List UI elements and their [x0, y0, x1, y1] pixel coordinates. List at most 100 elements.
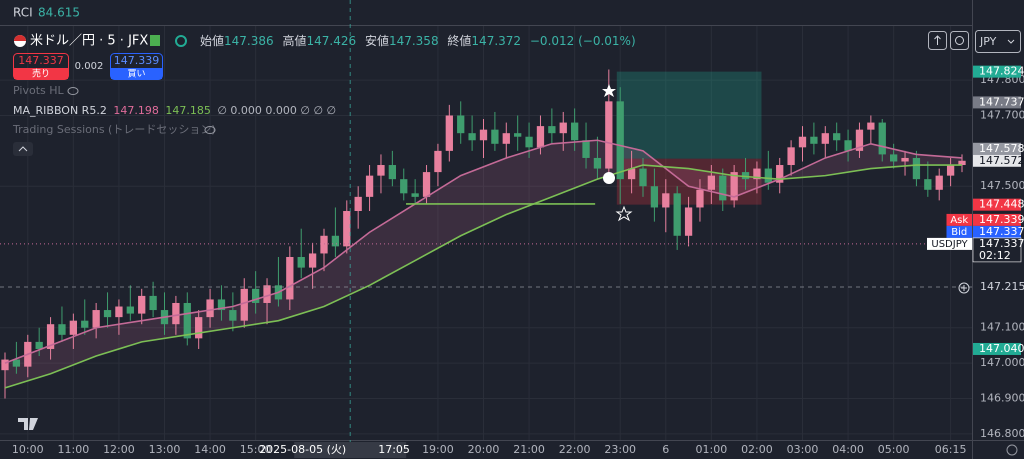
- ribbon-rest: ∅ 0.000 0.000 ∅ ∅ ∅: [217, 104, 336, 117]
- candle-body: [730, 172, 738, 201]
- ohlc: 始値147.386 高値147.426 安値147.358 終値147.372 …: [200, 33, 636, 48]
- star-marker: [615, 205, 633, 222]
- y-tick-label: 147.100: [980, 321, 1024, 334]
- candle-body: [92, 310, 100, 328]
- buy-label: 買い: [127, 69, 145, 80]
- ohlc-label: 終値: [447, 33, 471, 48]
- eye-icon[interactable]: [67, 87, 79, 95]
- price-tag: 147.337: [979, 237, 1024, 250]
- candle-body: [35, 341, 43, 349]
- price-tag-bg: [973, 342, 1021, 355]
- indicator-ribbon: MA_RIBBON R5.2 147.198 147.185 ∅ 0.000 0…: [13, 104, 336, 117]
- refresh-icon: [955, 36, 964, 45]
- candle-body: [69, 320, 78, 335]
- candle-body: [582, 140, 590, 158]
- add-button[interactable]: [958, 282, 970, 294]
- candle-body: [297, 256, 305, 268]
- price-tag-bg: [973, 213, 1021, 226]
- eye-icon[interactable]: [204, 126, 216, 134]
- symbol[interactable]: 米ドル／円 · 5 · JFX: [30, 34, 148, 49]
- candle-body: [103, 310, 112, 318]
- candle-body: [684, 207, 693, 236]
- y-tick-label: 147.700: [980, 108, 1024, 121]
- price-tag: 147.737: [979, 95, 1024, 108]
- x-tick-label: 12:00: [103, 443, 135, 456]
- x-tick-label: 19:00: [422, 443, 454, 456]
- price-tag-name-bg: [946, 225, 972, 238]
- price-tag: 147.824: [979, 65, 1024, 78]
- indicator-sessions[interactable]: Trading Sessions (トレードセッション): [12, 123, 216, 136]
- arrow-button[interactable]: [928, 31, 947, 50]
- candle-body: [411, 193, 419, 197]
- candle-body: [320, 235, 328, 254]
- candle-body: [776, 165, 784, 183]
- candle-body: [833, 133, 841, 141]
- price-tag: 147.040: [979, 342, 1024, 355]
- arrow-marker: [603, 172, 615, 184]
- candle-body: [229, 310, 237, 321]
- candle-body: [639, 168, 647, 187]
- candle-body: [240, 288, 248, 321]
- ohlc-value: 147.426: [306, 34, 356, 48]
- indicator-pivots[interactable]: Pivots HL: [13, 84, 64, 97]
- buy-button[interactable]: [110, 53, 163, 80]
- candle-body: [126, 306, 134, 314]
- price-tag-name-bg: [927, 237, 972, 250]
- currency-button[interactable]: [975, 30, 1021, 53]
- candle-body: [400, 179, 408, 194]
- ma-line: [4, 139, 963, 364]
- ohlc-label: 始値: [200, 33, 224, 48]
- candle-body: [935, 175, 943, 190]
- candle-body: [946, 165, 955, 176]
- candle-body: [502, 133, 510, 144]
- candle-body: [308, 253, 317, 268]
- candle-body: [662, 193, 670, 208]
- candle-body: [195, 317, 203, 339]
- flag-icon: [14, 35, 26, 41]
- candle-body: [468, 133, 476, 141]
- candle-body: [958, 160, 966, 166]
- candle-body: [719, 175, 727, 201]
- candle-body: [605, 101, 613, 169]
- candle-body: [479, 129, 488, 141]
- ohlc-label: 高値: [282, 33, 306, 48]
- candle-body: [525, 136, 533, 148]
- candle-body: [58, 324, 66, 335]
- price-tag-name: USDJPY: [931, 239, 968, 250]
- candle-body: [901, 157, 909, 162]
- y-tick-label: 147.000: [980, 356, 1024, 369]
- price-tag: 147.448: [979, 198, 1024, 211]
- candle-body: [354, 196, 362, 212]
- sell-price: 147.337: [18, 54, 64, 67]
- candle-body: [844, 140, 852, 151]
- ribbon-value: 147.185: [165, 104, 211, 117]
- candle-body: [764, 168, 772, 183]
- price-tag-bg: [973, 154, 1021, 167]
- candle-body: [810, 136, 818, 144]
- arrow-icon: [934, 35, 941, 45]
- candle-body: [889, 154, 898, 162]
- candle-body: [388, 165, 397, 180]
- candle-body: [172, 302, 180, 325]
- ribbon-name[interactable]: MA_RIBBON R5.2: [13, 104, 107, 117]
- price-tag: 147.337: [979, 225, 1024, 238]
- candle-body: [115, 306, 123, 318]
- price-tag-name: Ask: [950, 215, 968, 226]
- candle-body: [696, 189, 704, 208]
- sell-button[interactable]: [13, 53, 69, 80]
- plus-icon: [961, 285, 967, 291]
- flag-button[interactable]: [150, 35, 160, 46]
- candle-body: [707, 175, 716, 190]
- candle-body: [559, 122, 567, 134]
- x-tick-label: 05:00: [878, 443, 910, 456]
- price-tag: 147.572: [979, 154, 1024, 167]
- x-tick-label: 02:00: [741, 443, 773, 456]
- refresh-button[interactable]: [950, 31, 969, 50]
- collapse-button[interactable]: [13, 142, 33, 156]
- price-tag-bg: [973, 96, 1021, 109]
- ohlc-value: 147.358: [389, 34, 439, 48]
- settings-button[interactable]: [1006, 444, 1018, 456]
- x-tick-label: 6: [662, 443, 669, 456]
- countdown: 02:12: [979, 249, 1011, 262]
